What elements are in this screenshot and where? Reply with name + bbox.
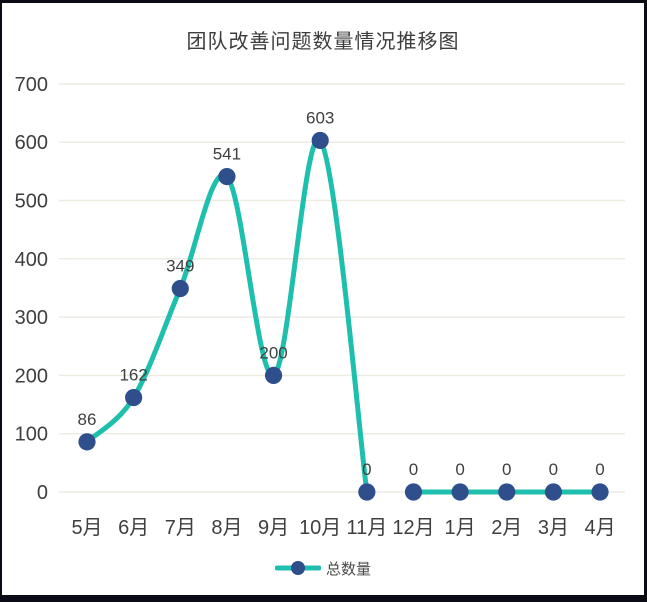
x-axis-tick-label: 10月 [299,517,341,539]
y-axis-tick-label: 100 [15,424,48,446]
y-axis-tick-label: 200 [15,365,48,387]
data-point-label: 0 [362,460,371,479]
data-point-marker [171,279,189,298]
data-point-label: 0 [455,460,464,479]
data-point-label: 200 [259,343,287,362]
data-point-marker [264,366,283,384]
data-point-label: 0 [409,460,418,479]
x-axis-tick-label: 3月 [538,517,569,539]
data-point-marker [544,483,563,501]
data-point-marker [218,167,236,186]
x-axis-tick-label: 1月 [445,517,476,539]
data-point-label: 0 [595,460,604,479]
data-point-marker [78,433,96,451]
x-axis-tick-label: 6月 [118,517,149,539]
x-axis-tick-label: 9月 [258,517,289,539]
data-point-marker [591,483,609,501]
chart-title: 团队改善问题数量情况推移图 [186,31,460,53]
x-axis-tick-label: 11月 [346,517,387,539]
chart-plot-area: 0 100 200 300 400 500 600 700 5月 6月 7月 8月 9月 10月 11月 12… [15,74,625,539]
data-point-label: 349 [166,257,194,276]
x-axis-tick-label: 8月 [211,517,242,539]
data-point-label: 0 [549,460,558,479]
data-point-marker [125,388,143,407]
x-axis-tick-label: 2月 [491,517,522,539]
y-axis-tick-label: 300 [15,307,48,329]
data-point-label: 162 [119,366,147,385]
x-axis-tick-label: 4月 [584,517,615,539]
data-point-marker [358,483,376,501]
legend: 总数量 [2,554,644,582]
data-point-label: 603 [306,108,334,127]
data-point-marker [498,483,516,501]
series-line [84,137,370,495]
y-axis-tick-label: 0 [37,482,48,504]
x-axis-tick-label: 7月 [165,517,196,539]
legend-series-label: 总数量 [325,560,371,578]
y-axis-tick-label: 400 [15,249,48,271]
data-point-marker [404,483,423,501]
data-point-marker [451,483,469,501]
y-axis-tick-label: 700 [15,74,48,96]
data-point-label: 541 [213,145,241,164]
legend-line-marker-icon [274,561,321,575]
data-point-label: 0 [502,460,511,479]
y-axis-tick-label: 600 [15,132,48,154]
data-point-label: 86 [78,410,97,429]
x-axis-tick-label: 5月 [71,517,102,539]
data-point-marker [311,131,329,150]
y-axis-tick-label: 500 [15,191,48,213]
x-axis-tick-label: 12月 [392,517,434,539]
